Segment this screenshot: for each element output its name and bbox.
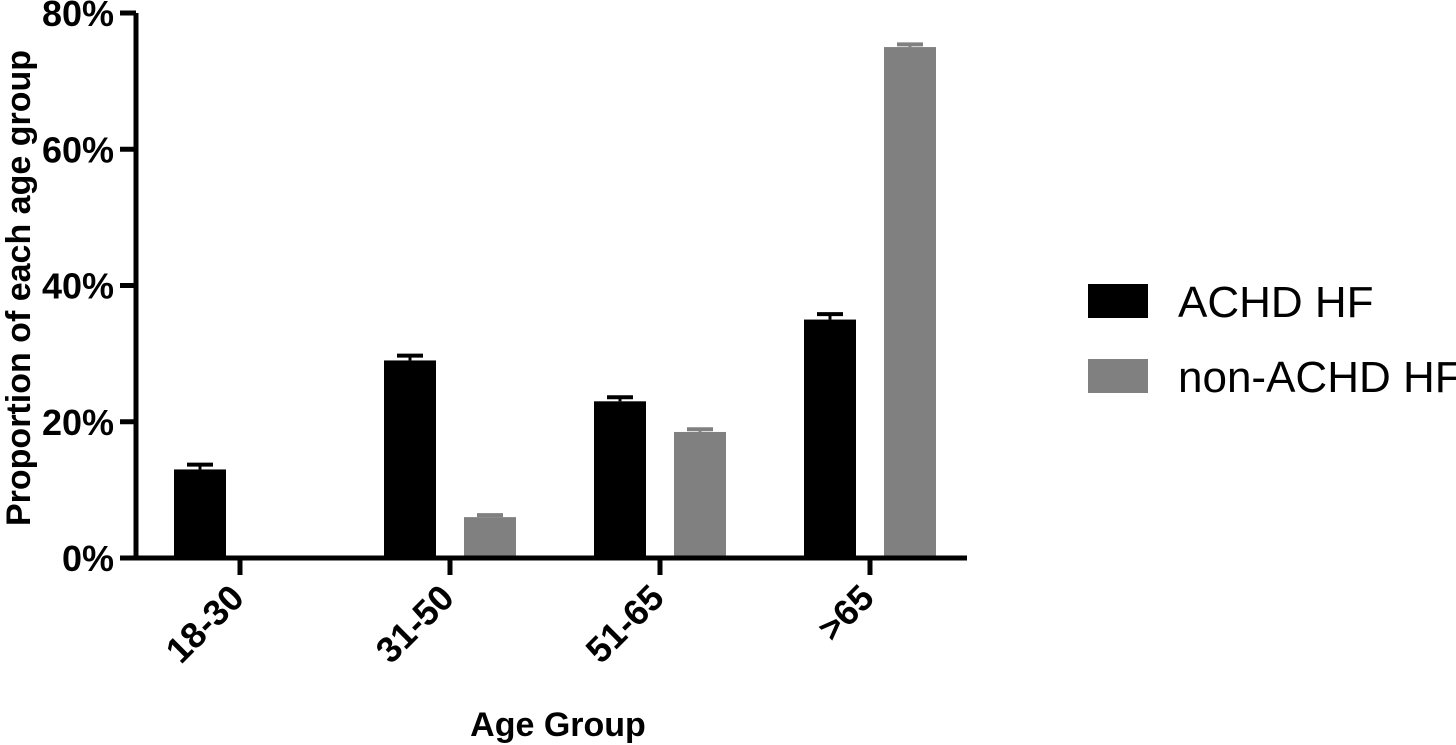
y-axis-title: Proportion of each age group <box>0 50 38 526</box>
bar-achd-18-30 <box>174 469 226 558</box>
y-ticks: 0% 20% 40% 60% 80% <box>42 0 136 579</box>
x-tick-label: >65 <box>809 577 881 649</box>
error-bars <box>187 42 923 518</box>
y-tick-label: 20% <box>42 402 114 443</box>
legend-label: non-ACHD HF <box>1178 353 1456 402</box>
y-tick-label: 80% <box>42 0 114 34</box>
bar-achd-31-50 <box>384 360 436 558</box>
x-tick-label: 51-65 <box>578 577 672 671</box>
bar-non-achd-51-65 <box>674 431 726 558</box>
legend-swatch <box>1088 284 1148 318</box>
x-axis-title: Age Group <box>470 706 646 744</box>
bar-non-achd-31-50 <box>464 517 516 558</box>
legend: ACHD HF non-ACHD HF <box>1088 278 1456 402</box>
legend-swatch <box>1088 359 1148 393</box>
y-tick-label: 40% <box>42 266 114 307</box>
bar-achd-51-65 <box>594 401 646 558</box>
bar-achd-over-65 <box>804 319 856 558</box>
x-ticks: 18-30 31-50 51-65 >65 <box>158 558 882 671</box>
y-tick-label: 0% <box>62 538 114 579</box>
bar-non-achd-over-65 <box>884 47 936 558</box>
legend-label: ACHD HF <box>1178 278 1374 327</box>
x-tick-label: 31-50 <box>368 577 462 671</box>
x-tick-label: 18-30 <box>158 577 252 671</box>
y-tick-label: 60% <box>42 129 114 170</box>
bars <box>174 47 936 558</box>
